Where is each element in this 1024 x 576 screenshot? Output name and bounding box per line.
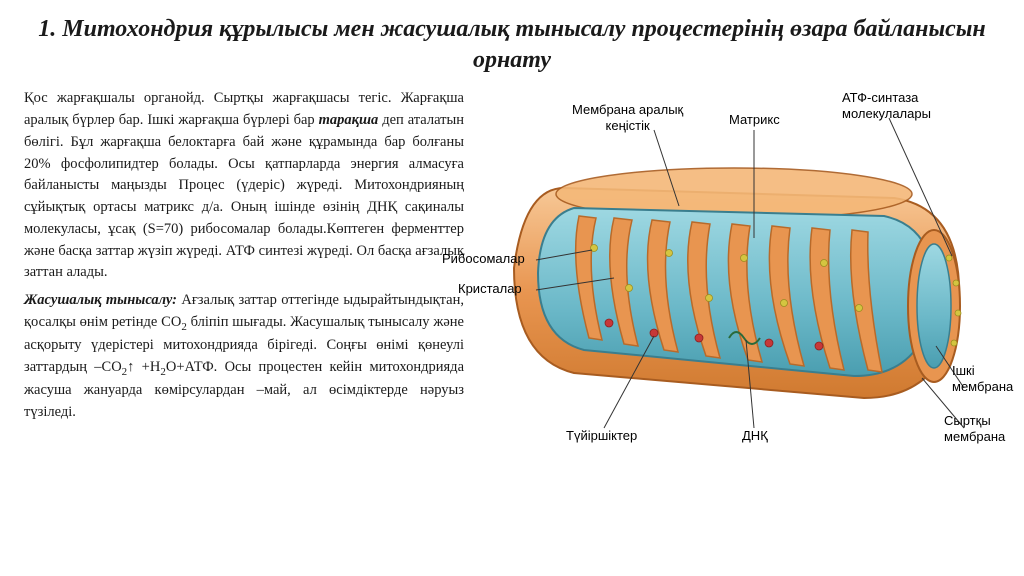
slide-title: 1. Митохондрия құрылысы мен жасушалық ты…: [24, 14, 1000, 76]
label-inner: Ішкімембрана: [952, 363, 1013, 394]
label-outer: Сыртқымембрана: [944, 413, 1005, 444]
mitochondrion-diagram: Мембрана аралықкеңістік Матрикс АТФ-синт…: [474, 88, 1000, 468]
p1-em: тарақша: [319, 112, 379, 128]
text-column: Қос жарғақшалы органойд. Сыртқы жарғақша…: [24, 88, 464, 468]
p2-em: Жасушалық тынысалу:: [24, 292, 177, 308]
p1-post: деп аталатын бөлігі. Бұл жарғақша белокт…: [24, 112, 464, 280]
label-atp: АТФ-синтазамолекулалары: [842, 90, 931, 121]
label-matrix: Матрикс: [729, 112, 780, 128]
diagram-column: Мембрана аралықкеңістік Матрикс АТФ-синт…: [474, 88, 1000, 468]
label-inner-txt: Ішкімембрана: [952, 363, 1013, 394]
slide: 1. Митохондрия құрылысы мен жасушалық ты…: [0, 0, 1024, 576]
paragraph-2: Жасушалық тынысалу: Ағзалық заттар оттег…: [24, 290, 464, 424]
paragraph-1: Қос жарғақшалы органойд. Сыртқы жарғақша…: [24, 88, 464, 284]
label-dnk: ДНҚ: [742, 428, 768, 444]
label-granule: Түйіршіктер: [566, 428, 637, 444]
mito-svg: [474, 88, 994, 468]
label-outer-txt: Сыртқымембрана: [944, 413, 1005, 444]
label-atp-txt: АТФ-синтазамолекулалары: [842, 90, 931, 121]
label-mem-aralyk: Мембрана аралықкеңістік: [572, 102, 683, 133]
content-row: Қос жарғақшалы органойд. Сыртқы жарғақша…: [24, 88, 1000, 468]
label-mem-aralyk-txt: Мембрана аралықкеңістік: [572, 102, 683, 133]
label-ribosome: Рибосомалар: [442, 251, 525, 267]
p2-end: ↑ +Н: [127, 359, 160, 375]
label-cristae: Кристалар: [458, 281, 522, 297]
